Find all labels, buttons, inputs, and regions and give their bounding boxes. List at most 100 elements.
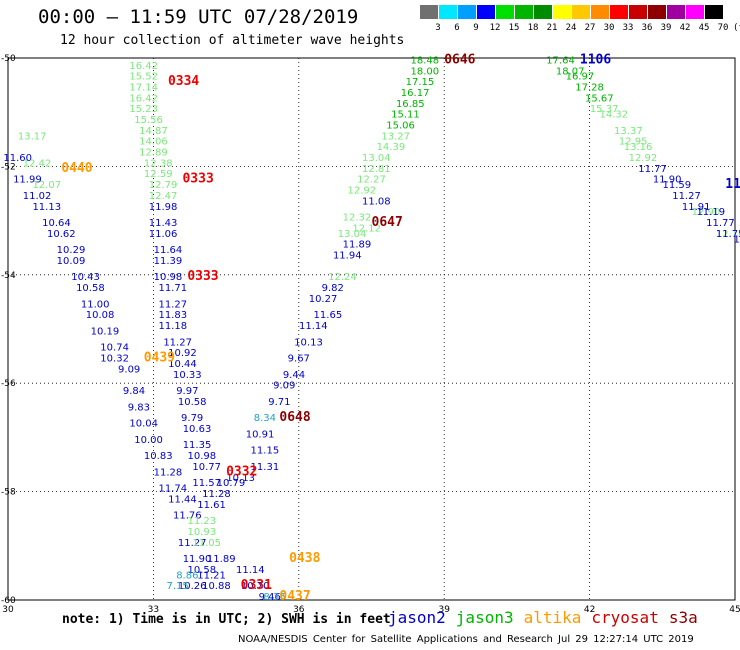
- lon-tick-label: 33: [148, 605, 159, 615]
- scale-swatch: [705, 5, 723, 19]
- scale-swatch: [534, 5, 552, 19]
- lat-tick-label: -56: [1, 379, 16, 389]
- wave-height-value: 11.31: [251, 462, 280, 473]
- wave-height-value: 11.59: [663, 180, 692, 191]
- wave-height-value: 9.46: [259, 592, 281, 603]
- wave-height-value: 10.00: [134, 435, 163, 446]
- wave-height-value: 11.14: [299, 321, 328, 332]
- wave-height-value: 15.06: [386, 120, 415, 131]
- scale-label: 36: [641, 23, 653, 33]
- lat-tick-label: -60: [1, 596, 16, 606]
- wave-height-value: 10.98: [188, 451, 217, 462]
- wave-height-value: 12.79: [149, 180, 178, 191]
- wave-height-value: 11.94: [333, 251, 362, 262]
- wave-height-value: 17.15: [406, 77, 435, 88]
- wave-height-value: 11.18: [158, 321, 187, 332]
- wave-height-value: 11.00: [81, 299, 110, 310]
- wave-height-value: 8.86: [176, 570, 198, 581]
- scale-label: 30: [603, 23, 615, 33]
- wave-height-value: 12.81: [362, 164, 391, 175]
- lon-tick-label: 36: [293, 605, 305, 615]
- scale-swatch: [629, 5, 647, 19]
- lat-tick-label: -50: [1, 54, 16, 64]
- wave-height-value: 14.87: [139, 126, 168, 137]
- wave-height-value: 9.97: [176, 386, 198, 397]
- wave-height-value: 11.64: [154, 245, 183, 256]
- scale-label: 27: [584, 23, 596, 33]
- wave-height-value: 10.92: [168, 348, 197, 359]
- wave-height-value: 15.67: [585, 93, 614, 104]
- wave-height-value: 12.32: [343, 213, 372, 224]
- wave-height-value: 11.21: [197, 570, 226, 581]
- wave-height-value: 11.28: [154, 467, 183, 478]
- wave-height-value: 11.90: [653, 175, 682, 186]
- pass-time-label: 0332: [226, 464, 257, 479]
- wave-height-value: 10.04: [129, 419, 158, 430]
- pass-time-label: 0646: [444, 52, 475, 67]
- wave-height-value: 10.26: [178, 581, 207, 592]
- wave-height-value: 10.63: [183, 424, 212, 435]
- pass-time-label: 0647: [372, 215, 403, 230]
- wave-height-value: 12.42: [23, 158, 52, 169]
- wave-height-value: 12.92: [629, 153, 658, 164]
- pass-time-label: 0439: [144, 351, 175, 366]
- wave-height-value: 10.43: [71, 272, 100, 283]
- scale-swatch: [439, 5, 457, 19]
- pass-time-label: 0331: [241, 578, 272, 593]
- wave-height-value: 11.39: [154, 256, 183, 267]
- lon-tick-label: 30: [2, 605, 14, 615]
- wave-height-value: 18.48: [410, 55, 439, 66]
- wave-height-value: 18.00: [410, 66, 439, 77]
- wave-height-value: 14.06: [139, 137, 168, 148]
- wave-height-value: 11.98: [149, 202, 178, 213]
- scale-label: 15: [508, 23, 520, 33]
- wave-height-value: 10.93: [188, 527, 217, 538]
- wave-height-value: 18.07: [556, 66, 585, 77]
- scale-swatch: [667, 5, 685, 19]
- wave-height-value: 11.60: [3, 153, 32, 164]
- wave-height-value: 13.27: [381, 131, 410, 142]
- wave-height-value: 13.17: [18, 131, 47, 142]
- note-text: note: 1) Time is in UTC; 2) SWH is in fe…: [62, 612, 391, 627]
- wave-height-value: 11.15: [251, 446, 280, 457]
- wave-height-value: 16.97: [566, 72, 595, 83]
- wave-height-value: 11.28: [202, 489, 231, 500]
- scale-label: 6: [454, 23, 460, 33]
- wave-height-value: 12.24: [328, 272, 357, 283]
- wave-height-value: 11.99: [13, 175, 42, 186]
- wave-height-value: 12.38: [144, 158, 173, 169]
- wave-height-value: 11.06: [149, 229, 178, 240]
- wave-height-value: 12.89: [139, 148, 168, 159]
- wave-height-value: 16.85: [396, 99, 425, 110]
- wave-height-value: 11.89: [207, 554, 236, 565]
- wave-height-value: 10.13: [294, 337, 323, 348]
- pass-time-label: 0334: [168, 74, 199, 89]
- wave-height-value: 10.77: [192, 462, 221, 473]
- wave-height-value: 10.09: [57, 256, 86, 267]
- wave-height-value: 9.09: [118, 364, 140, 375]
- wave-height-value: 12.07: [32, 180, 61, 191]
- wave-height-value: 15.52: [129, 72, 158, 83]
- legend-entry: cryosat: [591, 608, 659, 627]
- wave-height-value: 11.89: [343, 240, 372, 251]
- pass-time-label: 1106: [580, 52, 611, 67]
- wave-height-value: 11.13: [32, 202, 61, 213]
- wave-height-value: 12.92: [347, 186, 376, 197]
- wave-height-value: 10.79: [217, 478, 246, 489]
- lat-tick-label: -52: [1, 162, 16, 172]
- wave-height-value: 9.09: [273, 381, 295, 392]
- wave-height-value: 13.04: [362, 153, 391, 164]
- scale-label: 24: [565, 23, 577, 33]
- map-grid: [7, 57, 736, 601]
- wave-height-value: 8.34: [254, 413, 276, 424]
- pass-time-label: 0437: [279, 589, 310, 604]
- wave-height-value: 10.27: [309, 294, 338, 305]
- pass-time-label: 1107: [725, 177, 740, 192]
- wave-height-value: 15.37: [590, 104, 619, 115]
- wave-height-value: 11.27: [672, 191, 701, 202]
- wave-height-value: 15.23: [129, 104, 158, 115]
- wave-height-value: 10.33: [173, 370, 202, 381]
- wave-height-value: 15.11: [391, 110, 420, 121]
- wave-height-value: 11.77: [638, 164, 667, 175]
